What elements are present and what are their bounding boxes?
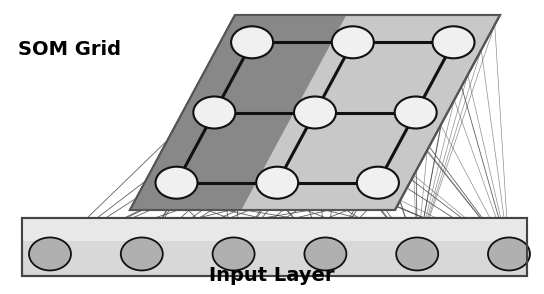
Bar — [22, 218, 527, 276]
Ellipse shape — [432, 26, 474, 58]
Ellipse shape — [488, 238, 530, 270]
Ellipse shape — [29, 238, 71, 270]
Ellipse shape — [395, 96, 437, 128]
Ellipse shape — [213, 238, 255, 270]
Polygon shape — [130, 15, 500, 210]
Bar — [22, 218, 527, 241]
Ellipse shape — [256, 167, 298, 199]
Ellipse shape — [156, 167, 197, 199]
Ellipse shape — [305, 238, 347, 270]
Ellipse shape — [121, 238, 163, 270]
Ellipse shape — [294, 96, 336, 128]
Ellipse shape — [231, 26, 273, 58]
Text: Input Layer: Input Layer — [209, 266, 335, 285]
Bar — [22, 218, 527, 276]
Text: SOM Grid: SOM Grid — [18, 40, 121, 59]
Polygon shape — [130, 15, 347, 210]
Ellipse shape — [193, 96, 236, 128]
Ellipse shape — [357, 167, 399, 199]
Ellipse shape — [396, 238, 438, 270]
Ellipse shape — [332, 26, 374, 58]
